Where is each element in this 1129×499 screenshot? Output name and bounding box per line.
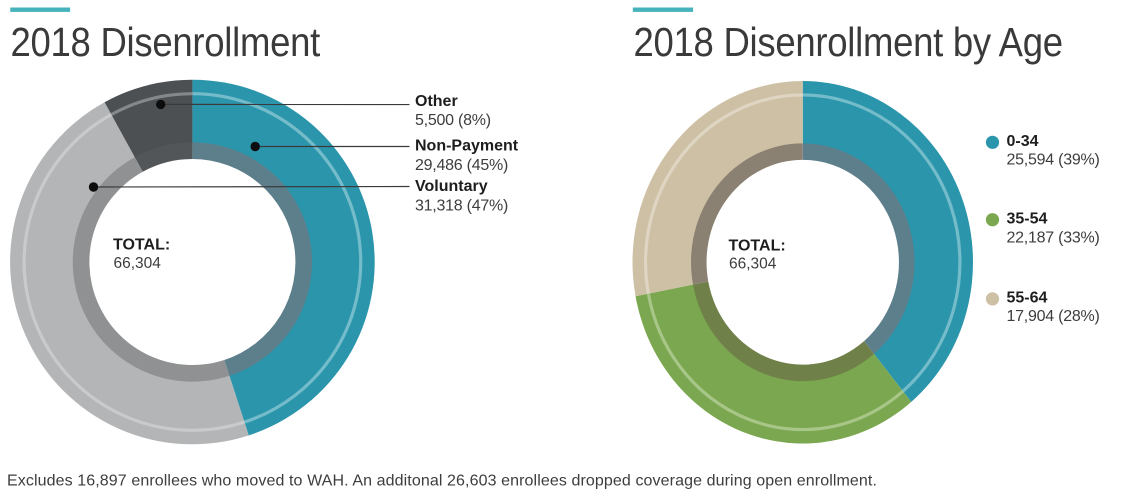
svg-text:31,318 (47%): 31,318 (47%)	[415, 198, 508, 215]
svg-text:22,187 (33%): 22,187 (33%)	[1007, 229, 1100, 246]
svg-text:35-54: 35-54	[1007, 210, 1048, 227]
svg-text:Voluntary: Voluntary	[415, 178, 488, 195]
svg-text:2018 Disenrollment by Age: 2018 Disenrollment by Age	[634, 20, 1063, 65]
svg-text:17,904 (28%): 17,904 (28%)	[1007, 308, 1100, 325]
svg-text:Other: Other	[415, 93, 458, 110]
svg-text:TOTAL:: TOTAL:	[113, 237, 170, 254]
svg-text:Excludes 16,897 enrollees who: Excludes 16,897 enrollees who moved to W…	[7, 472, 877, 489]
svg-text:29,486 (45%): 29,486 (45%)	[415, 157, 508, 174]
svg-text:55-64: 55-64	[1007, 290, 1048, 307]
svg-text:66,304: 66,304	[114, 255, 162, 272]
svg-text:66,304: 66,304	[729, 255, 777, 272]
svg-text:25,594 (39%): 25,594 (39%)	[1007, 151, 1100, 168]
svg-text:TOTAL:: TOTAL:	[729, 237, 786, 254]
svg-text:0-34: 0-34	[1007, 133, 1039, 150]
svg-text:2018 Disenrollment: 2018 Disenrollment	[11, 20, 321, 65]
svg-text:5,500 (8%): 5,500 (8%)	[415, 112, 491, 129]
svg-text:Non-Payment: Non-Payment	[415, 138, 519, 155]
